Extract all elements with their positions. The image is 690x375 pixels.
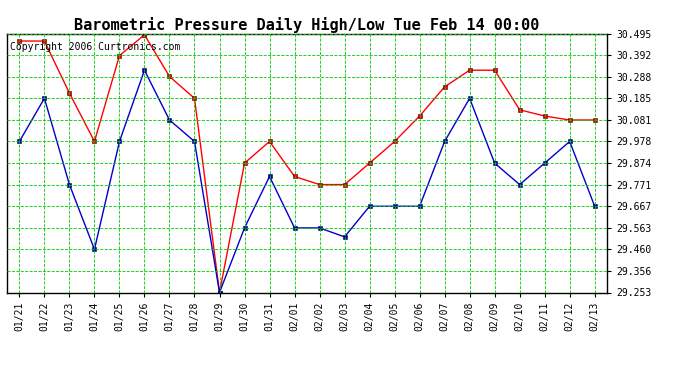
Title: Barometric Pressure Daily High/Low Tue Feb 14 00:00: Barometric Pressure Daily High/Low Tue F… <box>75 16 540 33</box>
Text: Copyright 2006 Curtronics.com: Copyright 2006 Curtronics.com <box>10 42 180 51</box>
